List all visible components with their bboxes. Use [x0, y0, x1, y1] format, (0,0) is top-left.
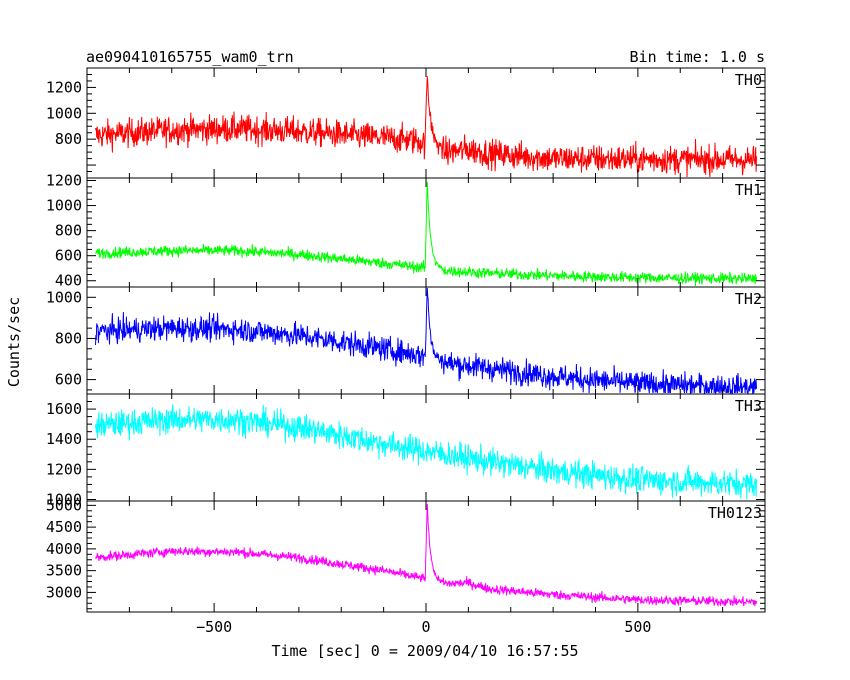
- panel-label-th3: TH3: [735, 397, 762, 415]
- series-line-th0: [95, 76, 757, 178]
- series-line-th2: [95, 287, 757, 395]
- panel-label-th0123: TH0123: [708, 504, 762, 522]
- series-line-th0123: [95, 503, 757, 607]
- bin-time-label: Bin time: 1.0 s: [630, 48, 765, 66]
- x-axis-label: Time [sec] 0 = 2009/04/10 16:57:55: [271, 642, 578, 660]
- y-tick-label: 1000: [46, 288, 82, 306]
- y-tick-label: 1400: [46, 430, 82, 448]
- y-axis-label: Counts/sec: [5, 297, 23, 387]
- y-tick-label: 4000: [46, 540, 82, 558]
- y-tick-label: 1000: [46, 104, 82, 122]
- y-tick-label: 1000: [46, 490, 82, 508]
- y-tick-label: 1000: [46, 197, 82, 215]
- x-tick-label: 500: [624, 618, 651, 636]
- y-tick-label: 1200: [46, 172, 82, 190]
- series-line-th3: [95, 404, 757, 500]
- y-tick-label: 5000: [46, 496, 82, 514]
- series-line-th1: [95, 181, 757, 287]
- y-tick-label: 1200: [46, 78, 82, 96]
- y-tick-label: 4500: [46, 518, 82, 536]
- x-tick-label: 0: [421, 618, 430, 636]
- y-tick-label: 3500: [46, 562, 82, 580]
- y-tick-label: 600: [55, 247, 82, 265]
- y-tick-label: 800: [55, 329, 82, 347]
- y-tick-label: 1600: [46, 400, 82, 418]
- chart-title: ae090410165755_wam0_trn: [86, 48, 294, 66]
- panel-label-th1: TH1: [735, 181, 762, 199]
- panel-label-th2: TH2: [735, 290, 762, 308]
- y-tick-label: 400: [55, 272, 82, 290]
- y-tick-label: 1200: [46, 460, 82, 478]
- x-tick-label: −500: [196, 618, 232, 636]
- y-tick-label: 800: [55, 222, 82, 240]
- y-tick-label: 800: [55, 130, 82, 148]
- panels-group: 800 1000 1200 TH0 400 600 800 1000 1200 TH1 600 800…: [46, 67, 766, 636]
- y-tick-label: 3000: [46, 583, 82, 601]
- panel-label-th0: TH0: [735, 71, 762, 89]
- y-tick-label: 600: [55, 371, 82, 389]
